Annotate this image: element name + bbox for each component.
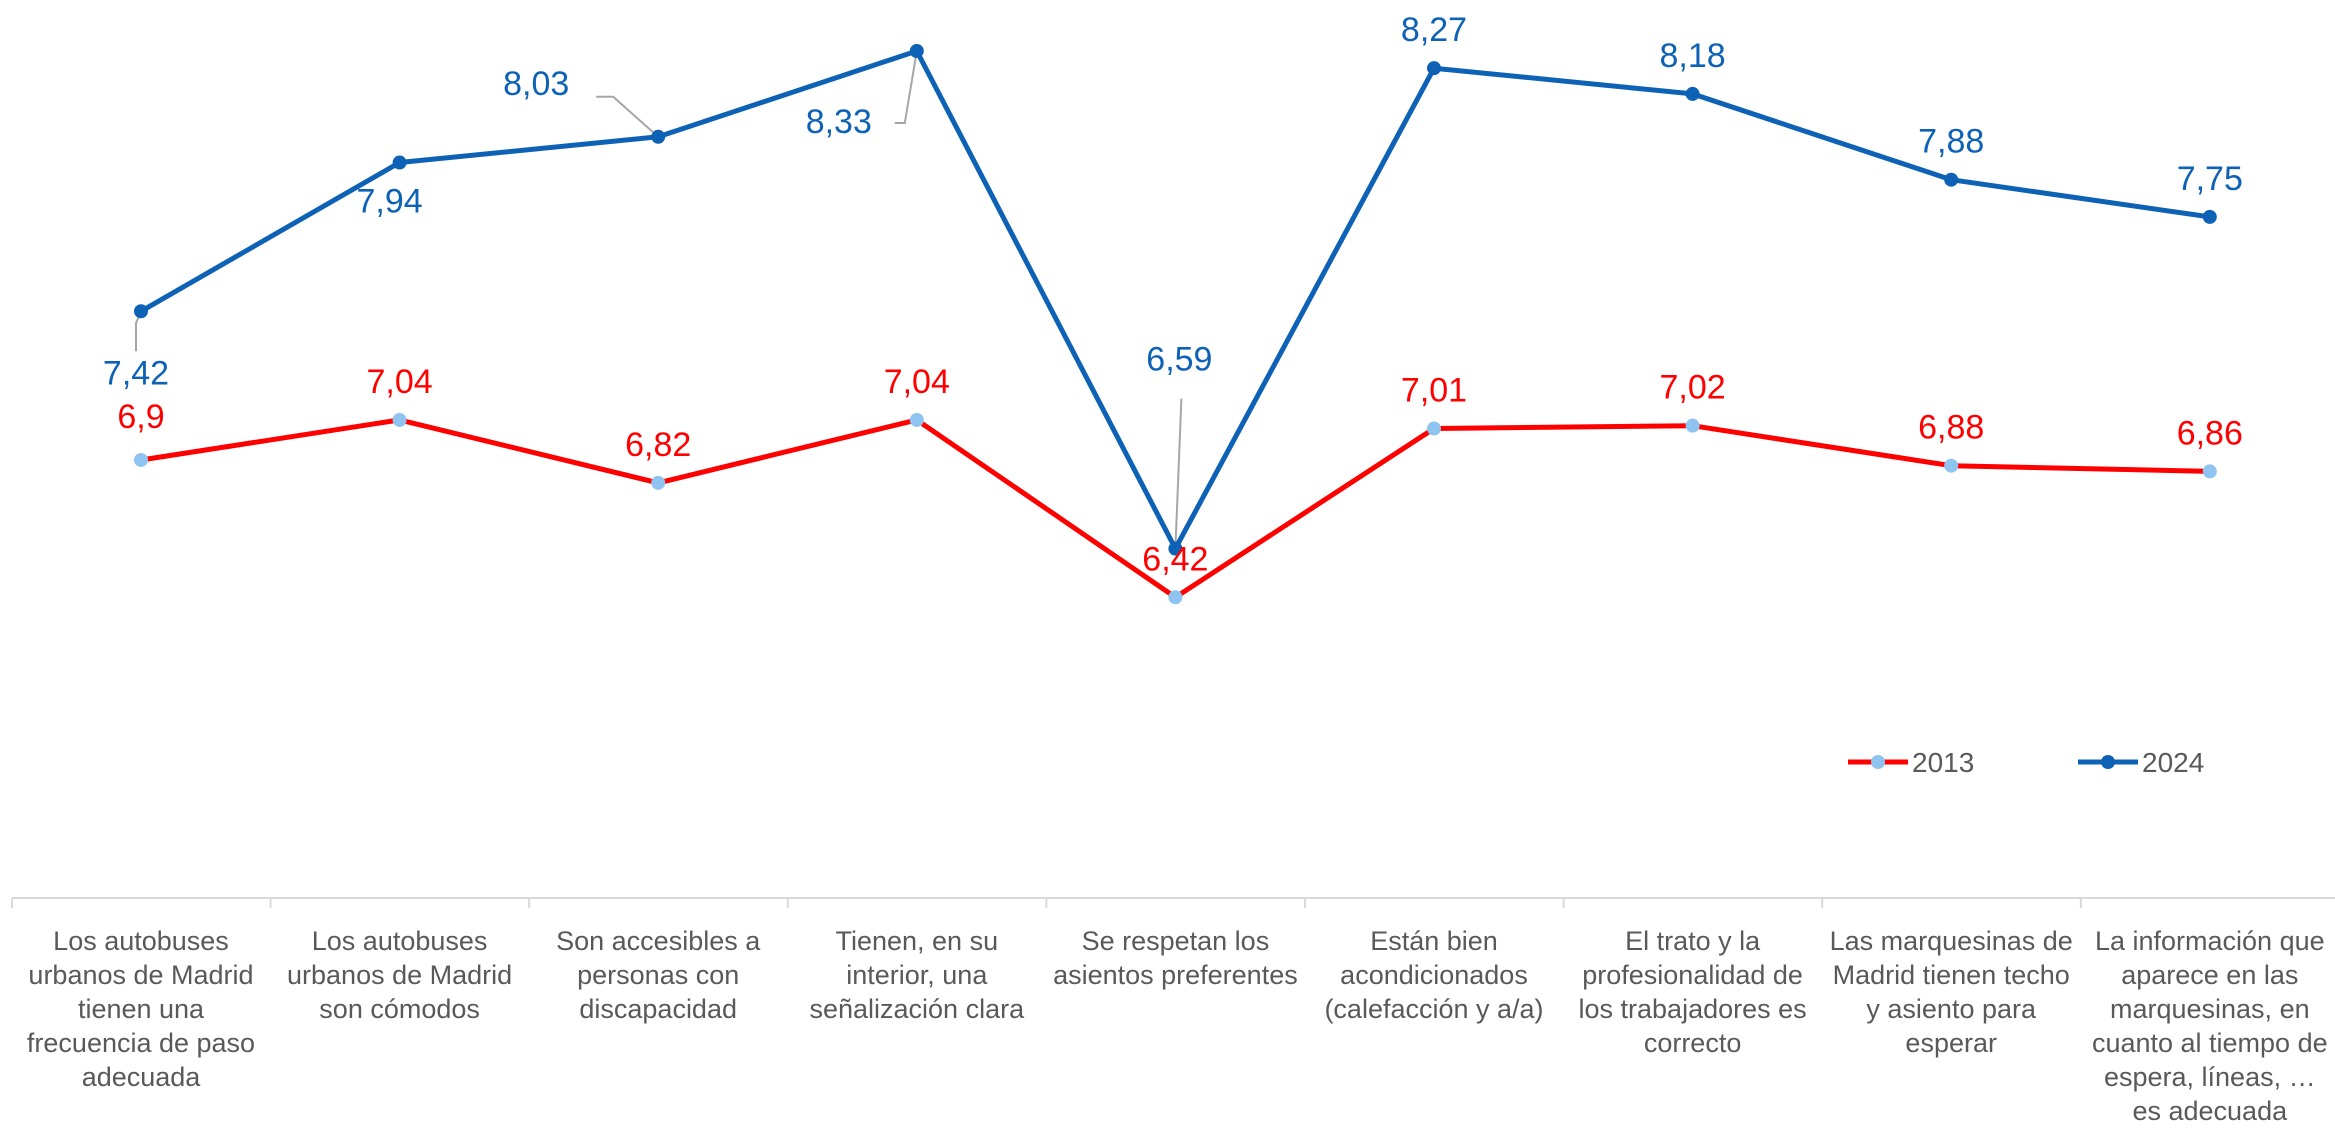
data-point-2024 [909, 44, 924, 58]
data-point-2013 [1944, 458, 1959, 473]
data-point-2013 [1168, 590, 1183, 605]
category-label: La información que aparece en las marquesi… [2092, 926, 2328, 1126]
category-label: Tienen, en su interior, una señalización c… [809, 926, 1025, 1024]
data-point-2024 [1944, 172, 1959, 187]
data-point-2024 [134, 304, 148, 319]
data-label-2024: 6,59 [1146, 341, 1212, 379]
data-point-2013 [651, 475, 666, 490]
data-label-2013: 6,42 [1142, 540, 1208, 578]
data-label-2013: 6,9 [117, 398, 164, 436]
data-point-2024 [1168, 541, 1183, 556]
series-line-2024 [138, 48, 2213, 552]
data-labels: 6,9 7,04 6,82 7,04 6,42 7,01 7,02 6,88 6,86 7,42 7… [103, 11, 2243, 578]
legend-label-2024: 2024 [2142, 747, 2204, 778]
category-label: Los autobuses urbanos de Madrid tienen una… [27, 926, 255, 1092]
legend: 2013 2024 [1848, 747, 2204, 778]
data-point-2013 [134, 452, 148, 467]
data-point-2013 [909, 412, 924, 427]
data-point-2013 [392, 412, 407, 427]
legend-marker-2024 [2101, 755, 2115, 769]
data-label-2013: 6,82 [625, 426, 691, 464]
data-point-2013 [1685, 418, 1700, 433]
leader-lines [135, 50, 1183, 549]
data-label-2013: 6,88 [1918, 409, 1984, 447]
data-label-2024: 8,27 [1401, 11, 1467, 49]
series-lines [134, 44, 2217, 605]
category-label: El trato y la profesionalidad de los traba… [1579, 926, 1807, 1058]
data-point-2013 [1427, 421, 1441, 436]
data-point-2024 [1685, 86, 1700, 101]
data-label-2024: 7,75 [2177, 160, 2243, 198]
data-label-2024: 8,03 [503, 65, 569, 103]
data-point-2024 [651, 129, 666, 144]
data-label-2013: 7,04 [367, 363, 433, 401]
data-label-2024: 8,18 [1660, 37, 1726, 75]
category-label: Se respetan los asientos preferentes [1053, 926, 1298, 990]
leader-line [596, 95, 659, 138]
category-label: Las marquesinas de Madrid tienen techo y a… [1830, 926, 2073, 1058]
category-label: Son accesibles a personas con discapacidad [556, 926, 761, 1024]
data-label-2024: 8,33 [806, 103, 872, 141]
x-axis [11, 897, 2335, 908]
data-point-2024 [1427, 61, 1441, 76]
data-label-2024: 7,42 [103, 354, 169, 392]
leader-line [1174, 398, 1183, 549]
data-label-2024: 7,88 [1918, 123, 1984, 161]
data-point-2024 [2202, 209, 2217, 224]
data-point-2024 [392, 155, 407, 170]
leader-line [894, 50, 918, 124]
category-labels: Los autobuses urbanos de Madrid tienen una… [27, 926, 2328, 1126]
category-label: Están bien acondicionados (calefacción y a… [1324, 926, 1543, 1024]
legend-label-2013: 2013 [1912, 747, 1974, 778]
data-label-2024: 7,94 [357, 183, 423, 221]
data-label-2013: 7,04 [884, 363, 950, 401]
category-label: Los autobuses urbanos de Madrid son cómodo… [287, 926, 512, 1024]
data-label-2013: 6,86 [2177, 414, 2243, 452]
legend-marker-2013 [1871, 755, 1885, 769]
data-point-2013 [2202, 464, 2217, 479]
data-label-2013: 7,02 [1660, 369, 1726, 407]
data-label-2013: 7,01 [1401, 372, 1467, 410]
